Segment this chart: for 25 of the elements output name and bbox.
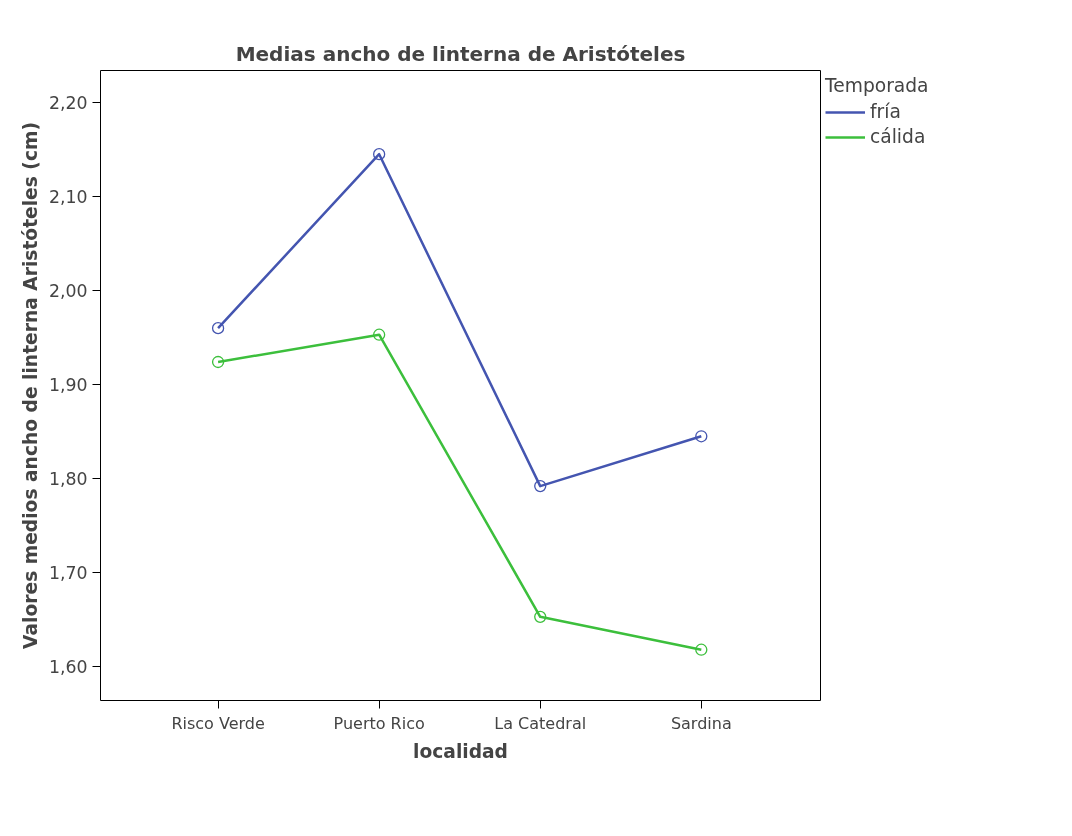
y-tick-label: 2,20	[48, 92, 88, 113]
point	[211, 322, 225, 335]
legend-title: Temporada	[825, 75, 929, 96]
point	[695, 643, 708, 656]
x-tick-label: Risco Verde	[171, 713, 265, 733]
point	[211, 355, 225, 369]
x-tick-label: Puerto Rico	[333, 713, 425, 733]
y-tick-label: 1,70	[48, 563, 88, 584]
x-tick-label: Sardina	[670, 713, 732, 733]
point	[373, 148, 386, 161]
legend-label: cálida	[870, 126, 926, 147]
point	[534, 479, 547, 493]
y-tick-label: 1,60	[48, 657, 88, 678]
point	[373, 328, 386, 341]
y-tick-label: 2,10	[48, 187, 88, 207]
x-tick-label: La Catedral	[494, 713, 587, 733]
y-tick-label: 2,00	[48, 281, 88, 302]
y-tick-label: 1,80	[48, 469, 88, 490]
chart-title: Medias ancho de linterna de Aristóteles	[235, 41, 686, 66]
point	[534, 610, 547, 623]
x-axis-title: localidad	[413, 740, 508, 762]
point	[695, 430, 708, 443]
legend-label: fría	[870, 101, 901, 122]
y-tick-label: 1,90	[48, 375, 88, 396]
y-axis-title: Valores medios ancho de linterna Aristóteles (cm)	[19, 122, 41, 649]
